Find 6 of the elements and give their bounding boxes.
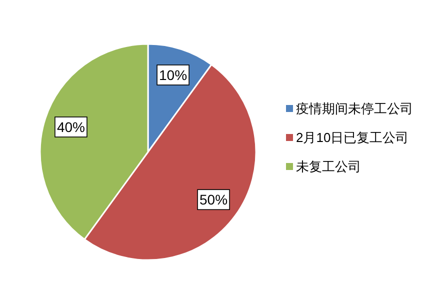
data-label: 40% [56,118,85,135]
data-label: 50% [200,192,228,208]
data-label: 10% [159,66,188,83]
legend-label: 疫情期间未停工公司 [296,101,413,116]
legend-label: 2月10日已复工公司 [296,130,409,145]
legend-label: 未复工公司 [296,159,361,174]
